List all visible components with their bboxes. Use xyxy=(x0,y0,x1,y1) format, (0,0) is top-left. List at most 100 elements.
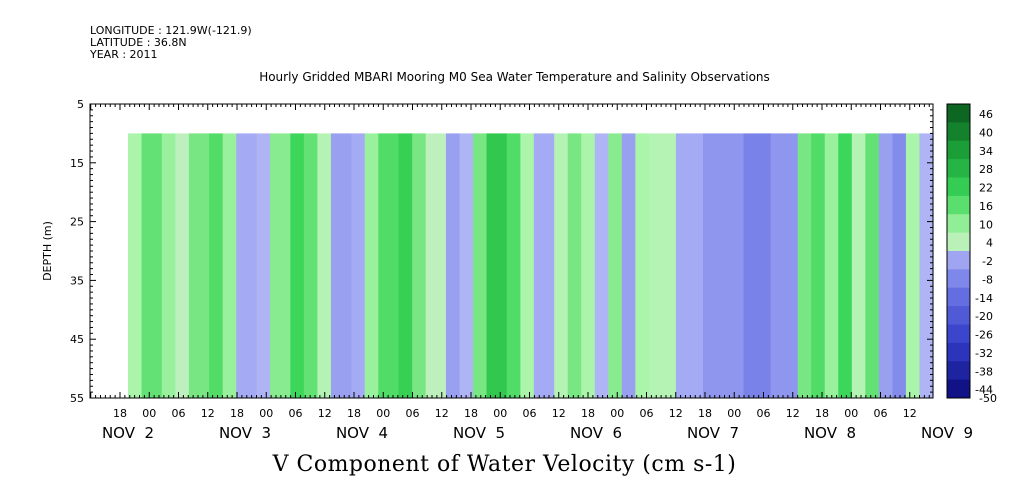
y-tick-label: 5 xyxy=(77,98,84,111)
x-hour-label: 18 xyxy=(347,407,361,420)
colorbar-label: -44 xyxy=(975,384,993,397)
heatmap-cell xyxy=(330,133,352,398)
x-date-label: NOV 9 xyxy=(921,424,973,442)
heatmap-cell xyxy=(520,133,535,398)
heatmap-cell xyxy=(703,133,745,398)
colorbar-swatch xyxy=(947,214,970,234)
heatmap-cell xyxy=(878,133,894,398)
x-hour-label: 12 xyxy=(201,407,215,420)
heatmap-cell xyxy=(648,133,677,398)
colorbar-label: -26 xyxy=(975,329,993,342)
heatmap-cell xyxy=(770,133,799,398)
heatmap-cell xyxy=(554,133,569,398)
heatmap-cell xyxy=(533,133,555,398)
x-hour-label: 06 xyxy=(172,407,186,420)
heatmap-cell xyxy=(919,133,934,398)
heatmap-cell xyxy=(811,133,826,398)
x-date-label: NOV 3 xyxy=(219,424,271,442)
colorbar-swatch xyxy=(947,324,970,344)
x-hour-label: 18 xyxy=(464,407,478,420)
colorbar-label: -50 xyxy=(979,392,997,405)
x-date-label: NOV 6 xyxy=(570,424,622,442)
heatmap-cell xyxy=(378,133,400,398)
x-date-label: NOV 7 xyxy=(687,424,739,442)
colorbar-swatch xyxy=(947,361,970,381)
heatmap-cell xyxy=(473,133,488,398)
heatmap-cell xyxy=(175,133,190,398)
colorbar-swatch xyxy=(947,251,970,270)
colorbar-swatch xyxy=(947,379,970,399)
heatmap-cell xyxy=(851,133,866,398)
y-tick-label: 35 xyxy=(70,274,84,287)
heatmap-cell xyxy=(797,133,812,398)
heatmap-cell xyxy=(412,133,427,398)
heatmap-cell xyxy=(188,133,210,398)
heatmap-cell xyxy=(398,133,413,398)
x-hour-label: 06 xyxy=(757,407,771,420)
heatmap-cell xyxy=(236,133,258,398)
heatmap-cell xyxy=(621,133,636,398)
colorbar-label: -2 xyxy=(982,255,993,268)
colorbar-swatch xyxy=(947,140,970,160)
heatmap-cell xyxy=(567,133,582,398)
heatmap-cell xyxy=(838,133,853,398)
x-date-label: NOV 2 xyxy=(102,424,154,442)
heatmap-cell xyxy=(594,133,609,398)
x-hour-label: 06 xyxy=(289,407,303,420)
heatmap-cell xyxy=(222,133,237,398)
heatmap-cell xyxy=(635,133,650,398)
heatmap-cell xyxy=(128,133,143,398)
colorbar-swatch xyxy=(947,122,970,142)
heatmap-cell xyxy=(290,133,305,398)
heatmap-cell xyxy=(892,133,907,398)
x-axis: 18 00 06 12 18 00 06 12 18 00 06 12 18 00 06 12 18 00 06 12… xyxy=(90,104,973,442)
colorbar-label: 40 xyxy=(979,126,993,139)
x-hour-label: 12 xyxy=(318,407,332,420)
latitude-label: LATITUDE : 36.8N xyxy=(90,36,187,49)
colorbar-swatch xyxy=(947,287,970,307)
colorbar-label: -20 xyxy=(975,310,993,323)
colorbar-swatch xyxy=(947,104,970,123)
x-hour-label: 00 xyxy=(844,407,858,420)
heatmap-cell xyxy=(905,133,921,398)
x-date-label: NOV 4 xyxy=(336,424,388,442)
x-hour-label: 12 xyxy=(903,407,917,420)
colorbar-label: 34 xyxy=(979,145,993,158)
x-hour-label: 18 xyxy=(698,407,712,420)
x-hour-label: 12 xyxy=(552,407,566,420)
heatmap-cell xyxy=(425,133,447,398)
heatmap-cell xyxy=(459,133,474,398)
x-hour-label: 12 xyxy=(435,407,449,420)
x-hour-label: 00 xyxy=(142,407,156,420)
colorbar-label: 22 xyxy=(979,182,993,195)
x-date-label: NOV 5 xyxy=(453,424,505,442)
colorbar-swatch xyxy=(947,177,970,197)
colorbar-label: -38 xyxy=(975,365,993,378)
y-tick-label: 55 xyxy=(70,392,84,405)
x-hour-label: 18 xyxy=(113,407,127,420)
year-label: YEAR : 2011 xyxy=(90,48,158,61)
x-hour-label: 00 xyxy=(727,407,741,420)
x-hour-label: 18 xyxy=(815,407,829,420)
colorbar-title: V Component of Water Velocity (cm s-1) xyxy=(272,452,737,477)
heatmap-cell xyxy=(364,133,379,398)
chart-title: Hourly Gridded MBARI Mooring M0 Sea Wate… xyxy=(259,70,770,84)
y-tick-label: 25 xyxy=(70,216,84,229)
colorbar-label: 46 xyxy=(979,108,993,121)
x-hour-label: 18 xyxy=(581,407,595,420)
colorbar-swatch xyxy=(947,306,970,325)
heatmap-cell xyxy=(317,133,332,398)
colorbar-label: -32 xyxy=(975,347,993,360)
heatmap-cell xyxy=(581,133,596,398)
colorbar-swatch xyxy=(947,232,970,252)
colorbar-label: -8 xyxy=(982,273,993,286)
heatmap-cells xyxy=(128,133,934,398)
colorbar-border xyxy=(946,103,971,399)
y-tick-label: 15 xyxy=(70,157,84,170)
heatmap-cell xyxy=(303,133,319,398)
y-axis: 5 15 25 35 45 55 xyxy=(70,98,933,405)
heatmap-cell xyxy=(675,133,704,398)
x-date-label: NOV 8 xyxy=(804,424,856,442)
longitude-label: LONGITUDE : 121.9W(-121.9) xyxy=(90,24,252,37)
